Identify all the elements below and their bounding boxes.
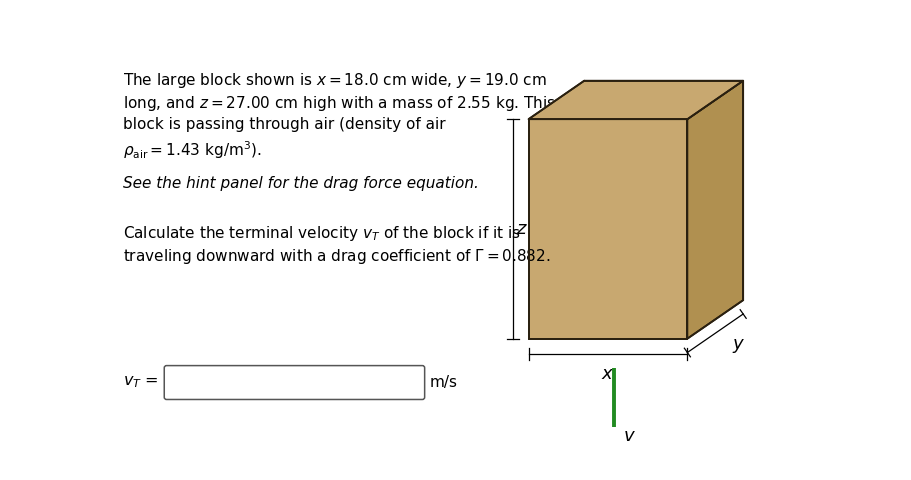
FancyBboxPatch shape [164, 366, 425, 399]
Text: $y$: $y$ [732, 337, 745, 355]
Text: $v_T$ =: $v_T$ = [123, 375, 159, 390]
Text: See the hint panel for the drag force equation.: See the hint panel for the drag force eq… [123, 176, 479, 191]
Text: Calculate the terminal velocity $v_T$ of the block if it is: Calculate the terminal velocity $v_T$ of… [123, 224, 521, 243]
Text: long, and $z = 27.00$ cm high with a mass of 2.55 kg. This: long, and $z = 27.00$ cm high with a mas… [123, 94, 556, 113]
Text: The large block shown is $x = 18.0$ cm wide, $y = 19.0$ cm: The large block shown is $x = 18.0$ cm w… [123, 72, 547, 90]
Text: $v$: $v$ [623, 427, 636, 444]
Text: $\rho_{\mathrm{air}} = 1.43$ kg/m$^3$).: $\rho_{\mathrm{air}} = 1.43$ kg/m$^3$). [123, 140, 261, 161]
Text: $x$: $x$ [601, 365, 615, 383]
Text: m/s: m/s [430, 375, 458, 390]
Polygon shape [528, 81, 743, 119]
Polygon shape [688, 81, 743, 339]
Text: block is passing through air (density of air: block is passing through air (density of… [123, 117, 445, 132]
Polygon shape [528, 119, 688, 339]
Text: traveling downward with a drag coefficient of $\Gamma = 0.882$.: traveling downward with a drag coefficie… [123, 247, 550, 265]
Text: $z$: $z$ [517, 220, 528, 238]
